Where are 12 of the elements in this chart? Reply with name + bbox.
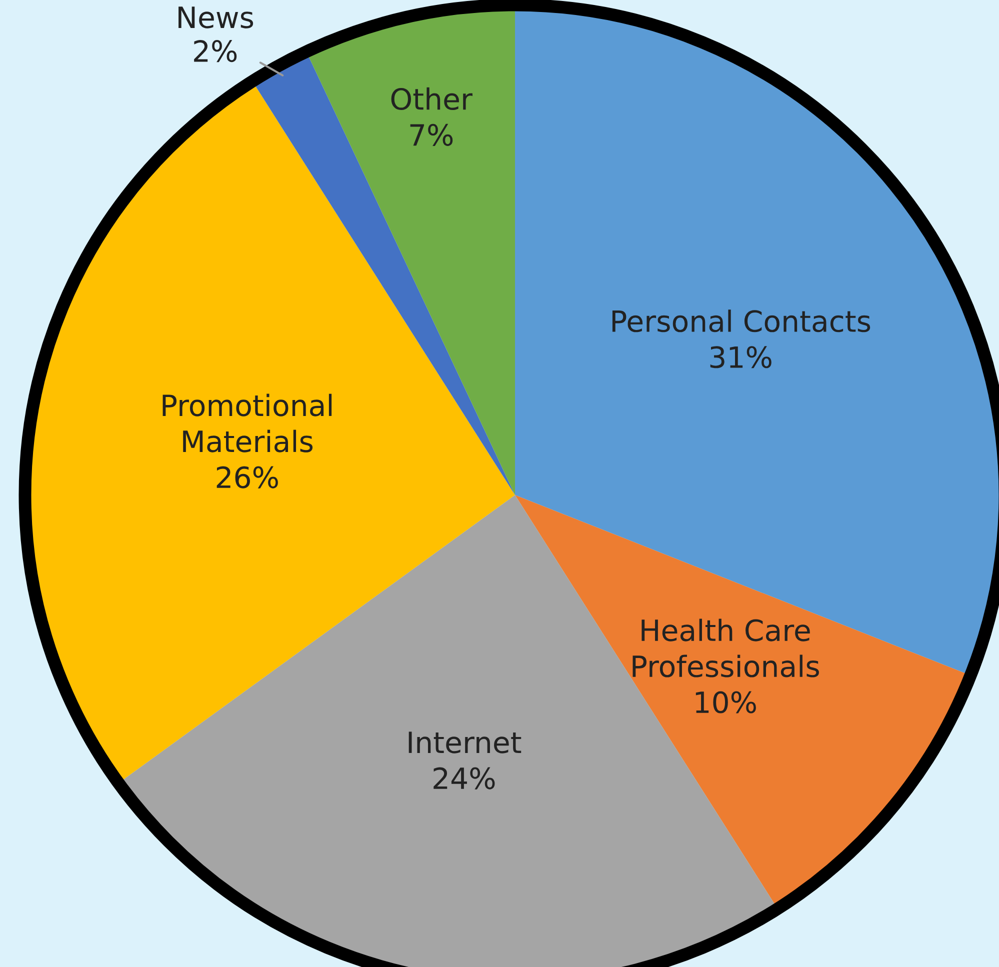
- data-label: 26%: [216, 466, 278, 488]
- data-label: 31%: [710, 346, 772, 368]
- data-label: 7%: [410, 124, 453, 146]
- data-label: 10%: [696, 691, 756, 714]
- slice-label: Health Care Professionals: [632, 618, 819, 678]
- data-label: 24%: [434, 767, 495, 790]
- slice-label: Internet: [408, 732, 522, 754]
- slice-label: Promotional Materials: [162, 394, 332, 452]
- slice-label: Personal Contacts: [612, 310, 870, 332]
- slice-label: Other: [391, 87, 472, 110]
- slice-label: News: [178, 6, 254, 28]
- data-label: 2%: [194, 40, 237, 62]
